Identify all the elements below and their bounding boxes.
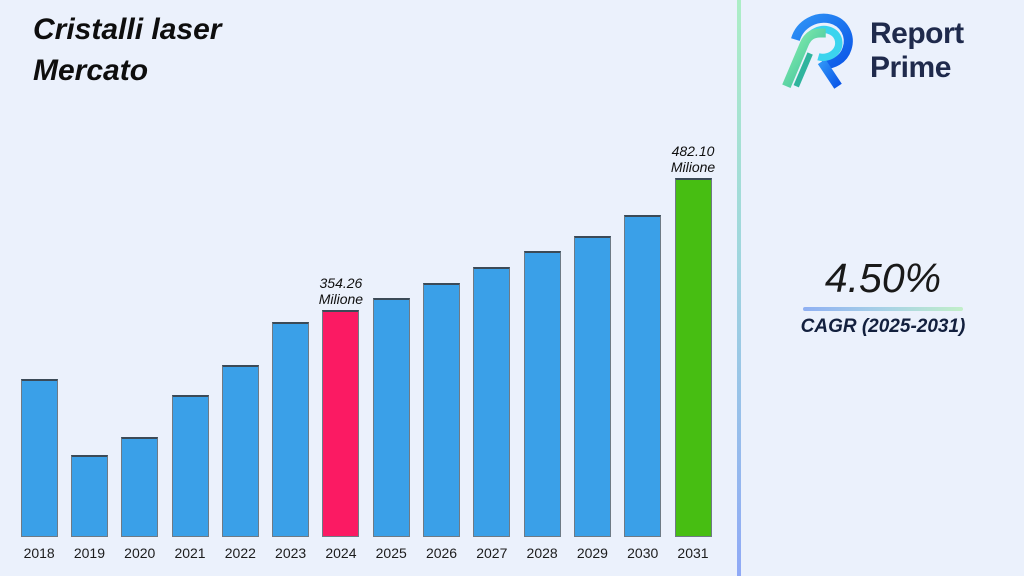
x-axis-label-2028: 2028 — [526, 545, 558, 561]
bar-2031: 482.10 Milione — [671, 143, 715, 537]
bar-cell-2031: 482.10 Milione — [668, 143, 718, 537]
x-axis-label-2031: 2031 — [677, 545, 709, 561]
bar-2019 — [70, 455, 108, 537]
bar-cell-2023 — [265, 322, 315, 537]
x-axis-label-2024: 2024 — [325, 545, 357, 561]
vertical-divider — [737, 0, 741, 576]
bar-2028 — [523, 251, 561, 537]
bar-2023 — [272, 322, 310, 537]
bar-2020 — [121, 437, 159, 537]
bar-2024: 354.26 Milione — [319, 275, 363, 537]
bar-cell-2030 — [618, 215, 668, 537]
report-prime-logo: Report Prime — [778, 10, 964, 92]
logo-text-line1: Report — [870, 17, 964, 50]
bar-cell-2020 — [115, 437, 165, 537]
x-axis-label-2018: 2018 — [23, 545, 55, 561]
bar-cell-2018 — [14, 379, 64, 537]
page-title-line1: Cristalli laser — [33, 13, 222, 46]
bar-cell-2029 — [567, 236, 617, 537]
bar-2026 — [423, 283, 461, 537]
x-axis-label-2021: 2021 — [174, 545, 206, 561]
report-prime-logo-icon — [782, 13, 853, 89]
bar-2030 — [624, 215, 662, 537]
x-axis-label-2020: 2020 — [124, 545, 156, 561]
cagr-underline-divider — [803, 307, 963, 311]
bar-2022 — [221, 365, 259, 537]
bar-cell-2026 — [416, 283, 466, 537]
logo-text-line2: Prime — [870, 51, 951, 84]
cagr-value: 4.50% — [824, 255, 942, 301]
bar-2029 — [573, 236, 611, 537]
bar-row: 354.26 Milione 482.10 Milione — [14, 143, 718, 537]
page-title: Cristalli laser Mercato — [33, 9, 221, 91]
x-axis-label-2026: 2026 — [425, 545, 458, 561]
x-axis-label-2022: 2022 — [224, 545, 256, 561]
page-title-line2: Mercato — [33, 54, 149, 87]
x-axis-label-2029: 2029 — [576, 545, 608, 561]
report-prime-logo-text: Report Prime — [870, 17, 964, 85]
bar-2018 — [20, 379, 58, 537]
bar-cell-2022 — [215, 365, 265, 537]
bar-cell-2025 — [366, 298, 416, 537]
x-axis-label-2023: 2023 — [275, 545, 307, 561]
bar-value-label-2031: 482.10 Milione — [670, 143, 716, 175]
cagr-block: 4.50% CAGR (2025-2031) — [798, 256, 968, 338]
x-axis-label-2019: 2019 — [73, 545, 106, 561]
bar-cell-2024: 354.26 Milione — [316, 275, 366, 537]
bar-cell-2028 — [517, 251, 567, 537]
x-axis-labels: 2018 2019 2020 2021 2022 2023 2024 2025 2026 2027… — [14, 545, 718, 561]
bar-cell-2019 — [64, 455, 114, 537]
bar-2027 — [473, 267, 511, 537]
bar-value-label-2024: 354.26 Milione — [318, 275, 364, 307]
bar-cell-2027 — [467, 267, 517, 537]
bar-cell-2021 — [165, 395, 215, 537]
bar-2021 — [171, 395, 209, 537]
x-axis-label-2030: 2030 — [627, 545, 659, 561]
x-axis-label-2025: 2025 — [375, 545, 407, 561]
x-axis-label-2027: 2027 — [476, 545, 508, 561]
bar-2025 — [372, 298, 410, 537]
cagr-label: CAGR (2025-2031) — [800, 316, 966, 337]
